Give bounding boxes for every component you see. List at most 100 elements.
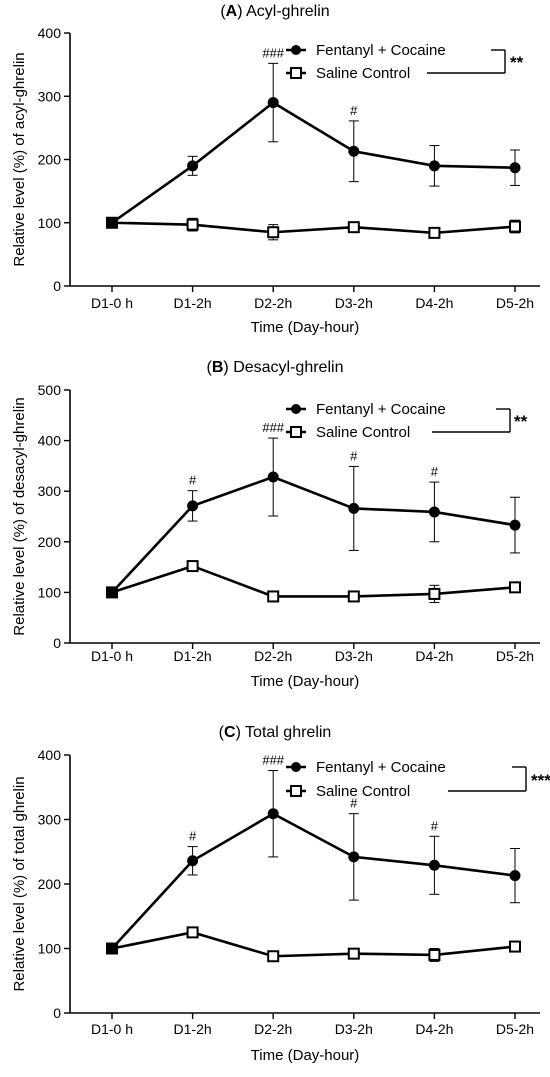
x-tick-label: D2-2h	[254, 295, 292, 311]
legend: Fentanyl + Cocaine Saline Control **	[286, 401, 528, 441]
chart-title-text: ) Desacyl-ghrelin	[223, 359, 343, 376]
y-axis-label: Relative level (%) of acyl-ghrelin	[11, 52, 28, 266]
x-axis-label: Time (Day-hour)	[251, 319, 360, 336]
data-point-fentanyl-cocaine	[509, 870, 521, 882]
x-tick-label: D4-2h	[415, 1021, 453, 1037]
significance-stars: ***	[531, 771, 550, 790]
legend-label: Fentanyl + Cocaine	[316, 759, 446, 776]
data-point-saline-control	[428, 948, 441, 961]
y-tick-label: 300	[38, 812, 62, 828]
data-point-saline-control	[509, 581, 521, 594]
data-point-fentanyl-cocaine	[428, 160, 440, 172]
data-point-saline-control	[186, 560, 199, 573]
data-point-saline-control	[509, 940, 521, 953]
y-tick-label: 500	[38, 382, 62, 398]
x-tick-label: D1-0 h	[91, 648, 133, 664]
data-point-fentanyl-cocaine	[348, 145, 360, 157]
data-point-saline-control	[267, 226, 280, 239]
data-point-fentanyl-cocaine	[187, 160, 199, 172]
y-tick-label: 0	[53, 278, 61, 294]
y-tick-label: 0	[53, 1005, 61, 1021]
legend-marker-fentanyl-cocaine	[291, 45, 301, 55]
series-line-saline-control	[111, 564, 516, 598]
significance-annotation: #	[350, 103, 358, 118]
x-tick-label: D4-2h	[415, 295, 453, 311]
data-point-saline-control	[186, 926, 199, 939]
significance-annotation: #	[431, 464, 439, 479]
x-tick-label: D2-2h	[254, 1021, 292, 1037]
y-tick-label: 100	[38, 941, 62, 957]
data-point-fentanyl-cocaine	[348, 502, 360, 514]
series-line-saline-control	[111, 221, 516, 235]
data-point-fentanyl-cocaine	[187, 855, 199, 867]
y-tick-label: 300	[38, 483, 62, 499]
significance-annotation: #	[189, 473, 197, 488]
x-axis-label: Time (Day-hour)	[251, 1047, 360, 1064]
chart-title-open-paren: (	[220, 3, 226, 20]
y-tick-label: 400	[38, 25, 62, 41]
legend-label: Saline Control	[316, 783, 410, 800]
chart-title-text: ) Acyl-ghrelin	[237, 3, 329, 20]
data-point-fentanyl-cocaine	[509, 519, 521, 531]
chart-title-panel-letter: B	[212, 359, 224, 376]
legend-marker-saline-control	[290, 67, 302, 79]
legend-marker-saline-control	[290, 785, 302, 797]
significance-annotation: ###	[262, 752, 284, 767]
legend-label: Saline Control	[316, 65, 410, 82]
legend-marker-saline-control	[290, 426, 302, 438]
data-point-fentanyl-cocaine	[509, 162, 521, 174]
series-line-fentanyl-cocaine	[111, 475, 516, 594]
data-point-saline-control	[267, 950, 280, 963]
x-tick-label: D3-2h	[335, 648, 373, 664]
data-point-saline-control	[347, 221, 360, 234]
significance-annotation: #	[350, 796, 358, 811]
chart-panel-c: (C) Total ghrelin 0 100 200 300 400 D1-0 h D1-2…	[11, 724, 550, 1064]
legend-label: Saline Control	[316, 424, 410, 441]
data-point-saline-control	[428, 587, 441, 600]
series-line-fentanyl-cocaine	[111, 100, 516, 224]
significance-annotation: #	[431, 818, 439, 833]
x-tick-label: D1-0 h	[91, 295, 133, 311]
x-tick-label: D3-2h	[335, 1021, 373, 1037]
series-line-saline-control	[111, 931, 516, 958]
data-point-fentanyl-cocaine	[348, 851, 360, 863]
data-point-fentanyl-cocaine	[106, 586, 118, 598]
data-point-saline-control	[267, 590, 280, 603]
series-line-fentanyl-cocaine	[111, 812, 516, 950]
y-axis-label: Relative level (%) of desacyl-ghrelin	[11, 397, 28, 635]
data-point-saline-control	[347, 590, 360, 603]
y-tick-label: 200	[38, 876, 62, 892]
data-point-fentanyl-cocaine	[267, 97, 279, 109]
chart-panel-b: (B) Desacyl-ghrelin 0 100 200 300 400 500 D1-0 …	[11, 359, 540, 690]
legend-marker-fentanyl-cocaine	[291, 762, 301, 772]
data-point-fentanyl-cocaine	[267, 808, 279, 820]
x-tick-label: D1-0 h	[91, 1021, 133, 1037]
y-tick-label: 100	[38, 584, 62, 600]
chart-panel-a: (A) Acyl-ghrelin 0 100 200 300 400 D1-0 h D1-2h…	[11, 3, 540, 336]
chart-title-open-paren: (	[207, 359, 213, 376]
data-point-saline-control	[347, 947, 360, 960]
data-point-fentanyl-cocaine	[428, 859, 440, 871]
y-tick-label: 300	[38, 88, 62, 104]
legend-label: Fentanyl + Cocaine	[316, 42, 446, 59]
chart-title: (C) Total ghrelin	[219, 724, 332, 741]
chart-title: (B) Desacyl-ghrelin	[207, 359, 344, 376]
x-tick-label: D2-2h	[254, 648, 292, 664]
significance-stars: **	[514, 412, 528, 431]
x-tick-label: D5-2h	[496, 648, 534, 664]
x-tick-label: D1-2h	[174, 648, 212, 664]
y-tick-label: 200	[38, 152, 62, 168]
data-point-saline-control	[186, 218, 199, 231]
legend-marker-fentanyl-cocaine	[291, 404, 301, 414]
x-axis-label: Time (Day-hour)	[251, 673, 360, 690]
y-tick-label: 100	[38, 215, 62, 231]
y-axis-label: Relative level (%) of total ghrelin	[11, 776, 28, 991]
data-point-fentanyl-cocaine	[106, 217, 118, 229]
data-point-fentanyl-cocaine	[428, 506, 440, 518]
y-tick-label: 0	[53, 635, 61, 651]
data-point-fentanyl-cocaine	[187, 500, 199, 512]
significance-annotation: #	[189, 829, 197, 844]
y-tick-label: 400	[38, 433, 62, 449]
legend-label: Fentanyl + Cocaine	[316, 401, 446, 418]
